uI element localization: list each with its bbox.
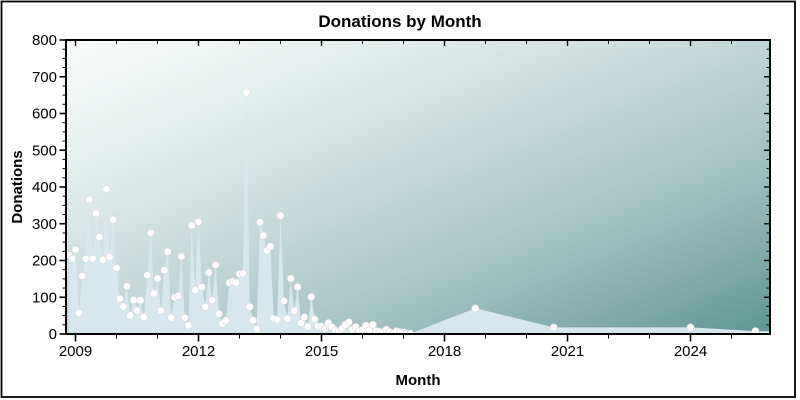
data-point-marker: [167, 313, 176, 322]
data-point-marker: [153, 274, 162, 283]
data-point-marker: [68, 254, 76, 263]
data-point-marker: [279, 296, 288, 305]
y-axis-label: Donations: [9, 150, 26, 223]
data-point-marker: [751, 327, 760, 334]
data-point-marker: [122, 282, 131, 291]
data-point-marker: [197, 283, 206, 291]
data-point-marker: [133, 306, 141, 315]
data-point-marker: [290, 306, 299, 315]
data-point-marker: [156, 306, 165, 315]
data-point-marker: [300, 313, 309, 321]
axis-tick-labels: 0 100 200 300 400 500 600 700 800 2009 2012 2015 201…: [32, 32, 707, 360]
data-point-marker: [184, 321, 193, 330]
data-point-marker: [71, 245, 80, 254]
data-point-marker: [191, 285, 199, 294]
data-point-marker: [344, 318, 353, 327]
data-point-marker: [194, 217, 203, 226]
data-point-marker: [150, 289, 158, 298]
y-tick-label: 600: [32, 106, 57, 123]
x-tick-label: 2024: [674, 343, 707, 360]
x-axis-label: Month: [396, 372, 441, 389]
data-point-marker: [119, 302, 128, 311]
data-point-marker: [105, 252, 114, 261]
y-tick-label: 400: [32, 179, 57, 196]
data-point-marker: [208, 296, 217, 305]
data-point-marker: [88, 254, 97, 263]
y-tick-label: 700: [32, 69, 57, 86]
data-point-marker: [112, 263, 121, 272]
data-point-marker: [201, 302, 210, 311]
data-point-marker: [215, 309, 223, 318]
data-point-marker: [245, 302, 254, 311]
data-point-marker: [204, 268, 213, 277]
data-point-marker: [686, 323, 695, 332]
y-tick-label: 0: [49, 326, 57, 343]
data-point-marker: [160, 266, 169, 274]
data-point-marker: [242, 88, 251, 97]
data-point-marker: [98, 255, 107, 264]
data-point-marker: [276, 211, 285, 220]
data-point-marker: [109, 215, 117, 224]
data-point-marker: [85, 195, 94, 204]
data-point-marker: [102, 185, 111, 194]
data-point-marker: [143, 271, 152, 280]
chart-title: Donations by Month: [318, 12, 481, 31]
y-tick-label: 200: [32, 253, 57, 270]
data-point-marker: [307, 292, 316, 301]
data-point-marker: [116, 294, 124, 303]
data-point-marker: [177, 252, 186, 261]
y-tick-label: 300: [32, 216, 57, 233]
data-point-marker: [368, 320, 377, 329]
data-point-marker: [238, 269, 247, 278]
data-point-marker: [259, 231, 268, 240]
x-tick-label: 2012: [182, 343, 215, 360]
data-point-marker: [232, 278, 240, 287]
data-point-marker: [297, 319, 305, 327]
data-point-marker: [146, 228, 155, 237]
x-tick-label: 2015: [305, 343, 338, 360]
x-tick-label: 2009: [59, 343, 92, 360]
data-point-marker: [266, 242, 275, 251]
data-point-marker: [252, 324, 261, 333]
data-point-marker: [75, 309, 83, 317]
data-point-marker: [92, 209, 100, 218]
data-point-marker: [129, 296, 138, 305]
data-point-marker: [471, 304, 480, 313]
data-point-marker: [249, 316, 258, 325]
x-tick-label: 2021: [551, 343, 584, 360]
data-point-marker: [221, 316, 230, 325]
data-point-marker: [174, 291, 182, 300]
donations-area-series: [66, 88, 770, 334]
plot-background-gradient: [66, 40, 770, 334]
y-tick-label: 800: [32, 32, 57, 49]
data-point-marker: [283, 314, 292, 323]
data-point-marker: [286, 274, 295, 283]
x-tick-label: 2018: [428, 343, 461, 360]
data-point-marker: [126, 311, 135, 320]
y-tick-label: 500: [32, 142, 57, 159]
data-point-marker: [187, 221, 196, 230]
data-point-marker: [136, 296, 145, 305]
data-point-marker: [95, 233, 104, 241]
axis-ticks: [59, 39, 770, 342]
data-point-marker: [256, 218, 264, 227]
y-tick-label: 100: [32, 289, 57, 306]
data-point-marker: [303, 322, 312, 331]
data-point-marker: [310, 315, 319, 324]
data-point-marker: [293, 283, 302, 291]
data-point-marker: [139, 313, 148, 321]
data-point-marker: [273, 315, 281, 324]
data-point-marker: [211, 260, 220, 269]
data-point-marker: [180, 313, 189, 322]
data-point-marker: [549, 323, 558, 332]
data-point-marker: [81, 254, 90, 263]
data-point-marker: [163, 247, 172, 256]
data-point-marker: [78, 271, 87, 280]
